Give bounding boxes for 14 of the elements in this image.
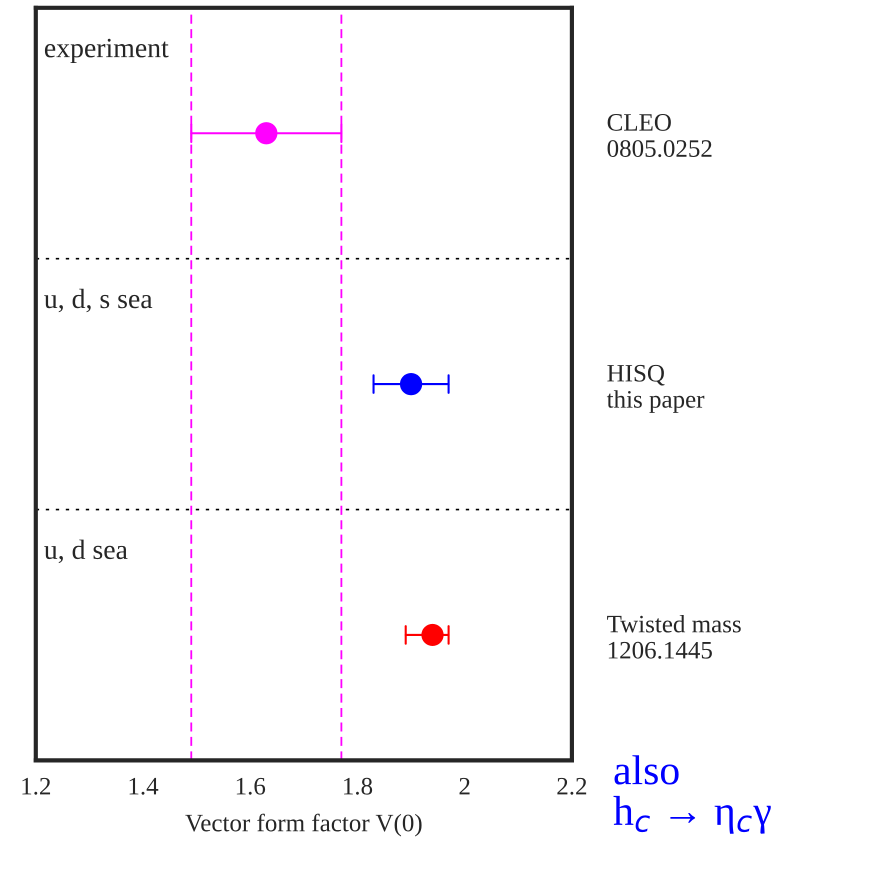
x-axis-title: Vector form factor V(0) (185, 814, 422, 837)
annotation: u, d sea (44, 540, 128, 564)
x-tick-label: 1.4 (130, 778, 158, 795)
y-tick-label: Twisted mass 1206.1445 (607, 614, 741, 659)
x-tick-label: 2.2 (557, 778, 586, 795)
text: also h$_{c}$ → η$_{c}$γ (613, 755, 771, 834)
annotation: experiment (44, 38, 169, 64)
y-tick-label: HISQ this paper (606, 364, 704, 413)
x-tick-label: 1.6 (236, 778, 266, 795)
y-tick-label: CLEO 0805.0252 (608, 114, 712, 158)
x-tick-label: 1.8 (344, 778, 372, 795)
annotation: u, d, s sea (44, 288, 152, 312)
x-tick-label: 1.2 (22, 778, 50, 795)
x-tick-label: 2 (460, 778, 470, 794)
